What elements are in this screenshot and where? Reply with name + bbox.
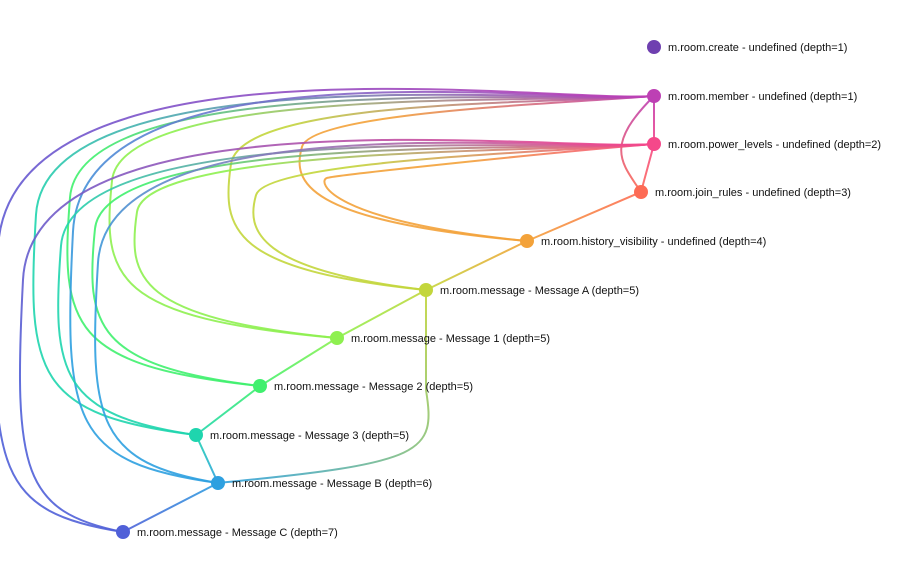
edge-power-history (323, 143, 655, 242)
edge-power-M1 (133, 143, 655, 339)
edge-B-C (122, 482, 219, 533)
node-label: m.room.join_rules - undefined (depth=3) (655, 187, 851, 199)
event-node-join[interactable]: m.room.join_rules - undefined (depth=3) (634, 185, 851, 199)
node-label: m.room.message - Message B (depth=6) (232, 478, 432, 490)
edge-M1-M2 (259, 337, 338, 387)
edge-member-M3 (32, 93, 655, 436)
event-node-M1[interactable]: m.room.message - Message 1 (depth=5) (330, 331, 550, 345)
node-label: m.room.create - undefined (depth=1) (668, 42, 847, 54)
edge-history-A (425, 240, 528, 291)
node-label: m.room.message - Message C (depth=7) (137, 527, 338, 539)
node-label: m.room.power_levels - undefined (depth=2… (668, 139, 881, 151)
edge-power-A (252, 143, 655, 291)
node-dot[interactable] (189, 428, 203, 442)
edge-power-B (94, 141, 655, 484)
node-label: m.room.history_visibility - undefined (d… (541, 236, 766, 248)
edge-member-history (298, 95, 655, 242)
node-dot[interactable] (253, 379, 267, 393)
node-dot[interactable] (116, 525, 130, 539)
edge-member-M1 (108, 95, 655, 339)
node-dot[interactable] (211, 476, 225, 490)
node-dot[interactable] (330, 331, 344, 345)
edge-member-B (69, 90, 655, 484)
node-dot[interactable] (634, 185, 648, 199)
node-label: m.room.message - Message 3 (depth=5) (210, 430, 409, 442)
node-dot[interactable] (647, 137, 661, 151)
edge-power-M3 (57, 143, 655, 436)
event-node-history[interactable]: m.room.history_visibility - undefined (d… (520, 234, 766, 248)
event-node-C[interactable]: m.room.message - Message C (depth=7) (116, 525, 338, 539)
event-node-M3[interactable]: m.room.message - Message 3 (depth=5) (189, 428, 409, 442)
edge-A-M1 (336, 289, 427, 339)
node-dot[interactable] (419, 283, 433, 297)
node-label: m.room.member - undefined (depth=1) (668, 91, 857, 103)
edge-member-join (620, 95, 655, 193)
node-dot[interactable] (647, 40, 661, 54)
node-dot[interactable] (647, 89, 661, 103)
edge-M3-B (195, 434, 219, 484)
edge-member-A (227, 95, 655, 291)
node-dot[interactable] (520, 234, 534, 248)
event-node-A[interactable]: m.room.message - Message A (depth=5) (419, 283, 639, 297)
edge-member-M2 (66, 95, 655, 387)
event-node-create[interactable]: m.room.create - undefined (depth=1) (647, 40, 847, 54)
edge-M2-M3 (195, 385, 261, 436)
edges-layer (0, 87, 655, 533)
node-label: m.room.message - Message 2 (depth=5) (274, 381, 473, 393)
event-node-member[interactable]: m.room.member - undefined (depth=1) (647, 89, 857, 103)
edge-power-join (640, 143, 655, 193)
event-node-power[interactable]: m.room.power_levels - undefined (depth=2… (647, 137, 881, 151)
event-node-M2[interactable]: m.room.message - Message 2 (depth=5) (253, 379, 473, 393)
edge-A-B (217, 290, 430, 484)
edge-power-C (18, 138, 655, 533)
edge-join-history (526, 191, 642, 242)
nodes-layer: m.room.create - undefined (depth=1) m.roo… (116, 40, 881, 539)
node-label: m.room.message - Message 1 (depth=5) (351, 333, 550, 345)
edge-member-C (0, 87, 655, 533)
event-node-B[interactable]: m.room.message - Message B (depth=6) (211, 476, 432, 490)
edge-power-M2 (91, 143, 655, 387)
node-label: m.room.message - Message A (depth=5) (440, 285, 639, 297)
